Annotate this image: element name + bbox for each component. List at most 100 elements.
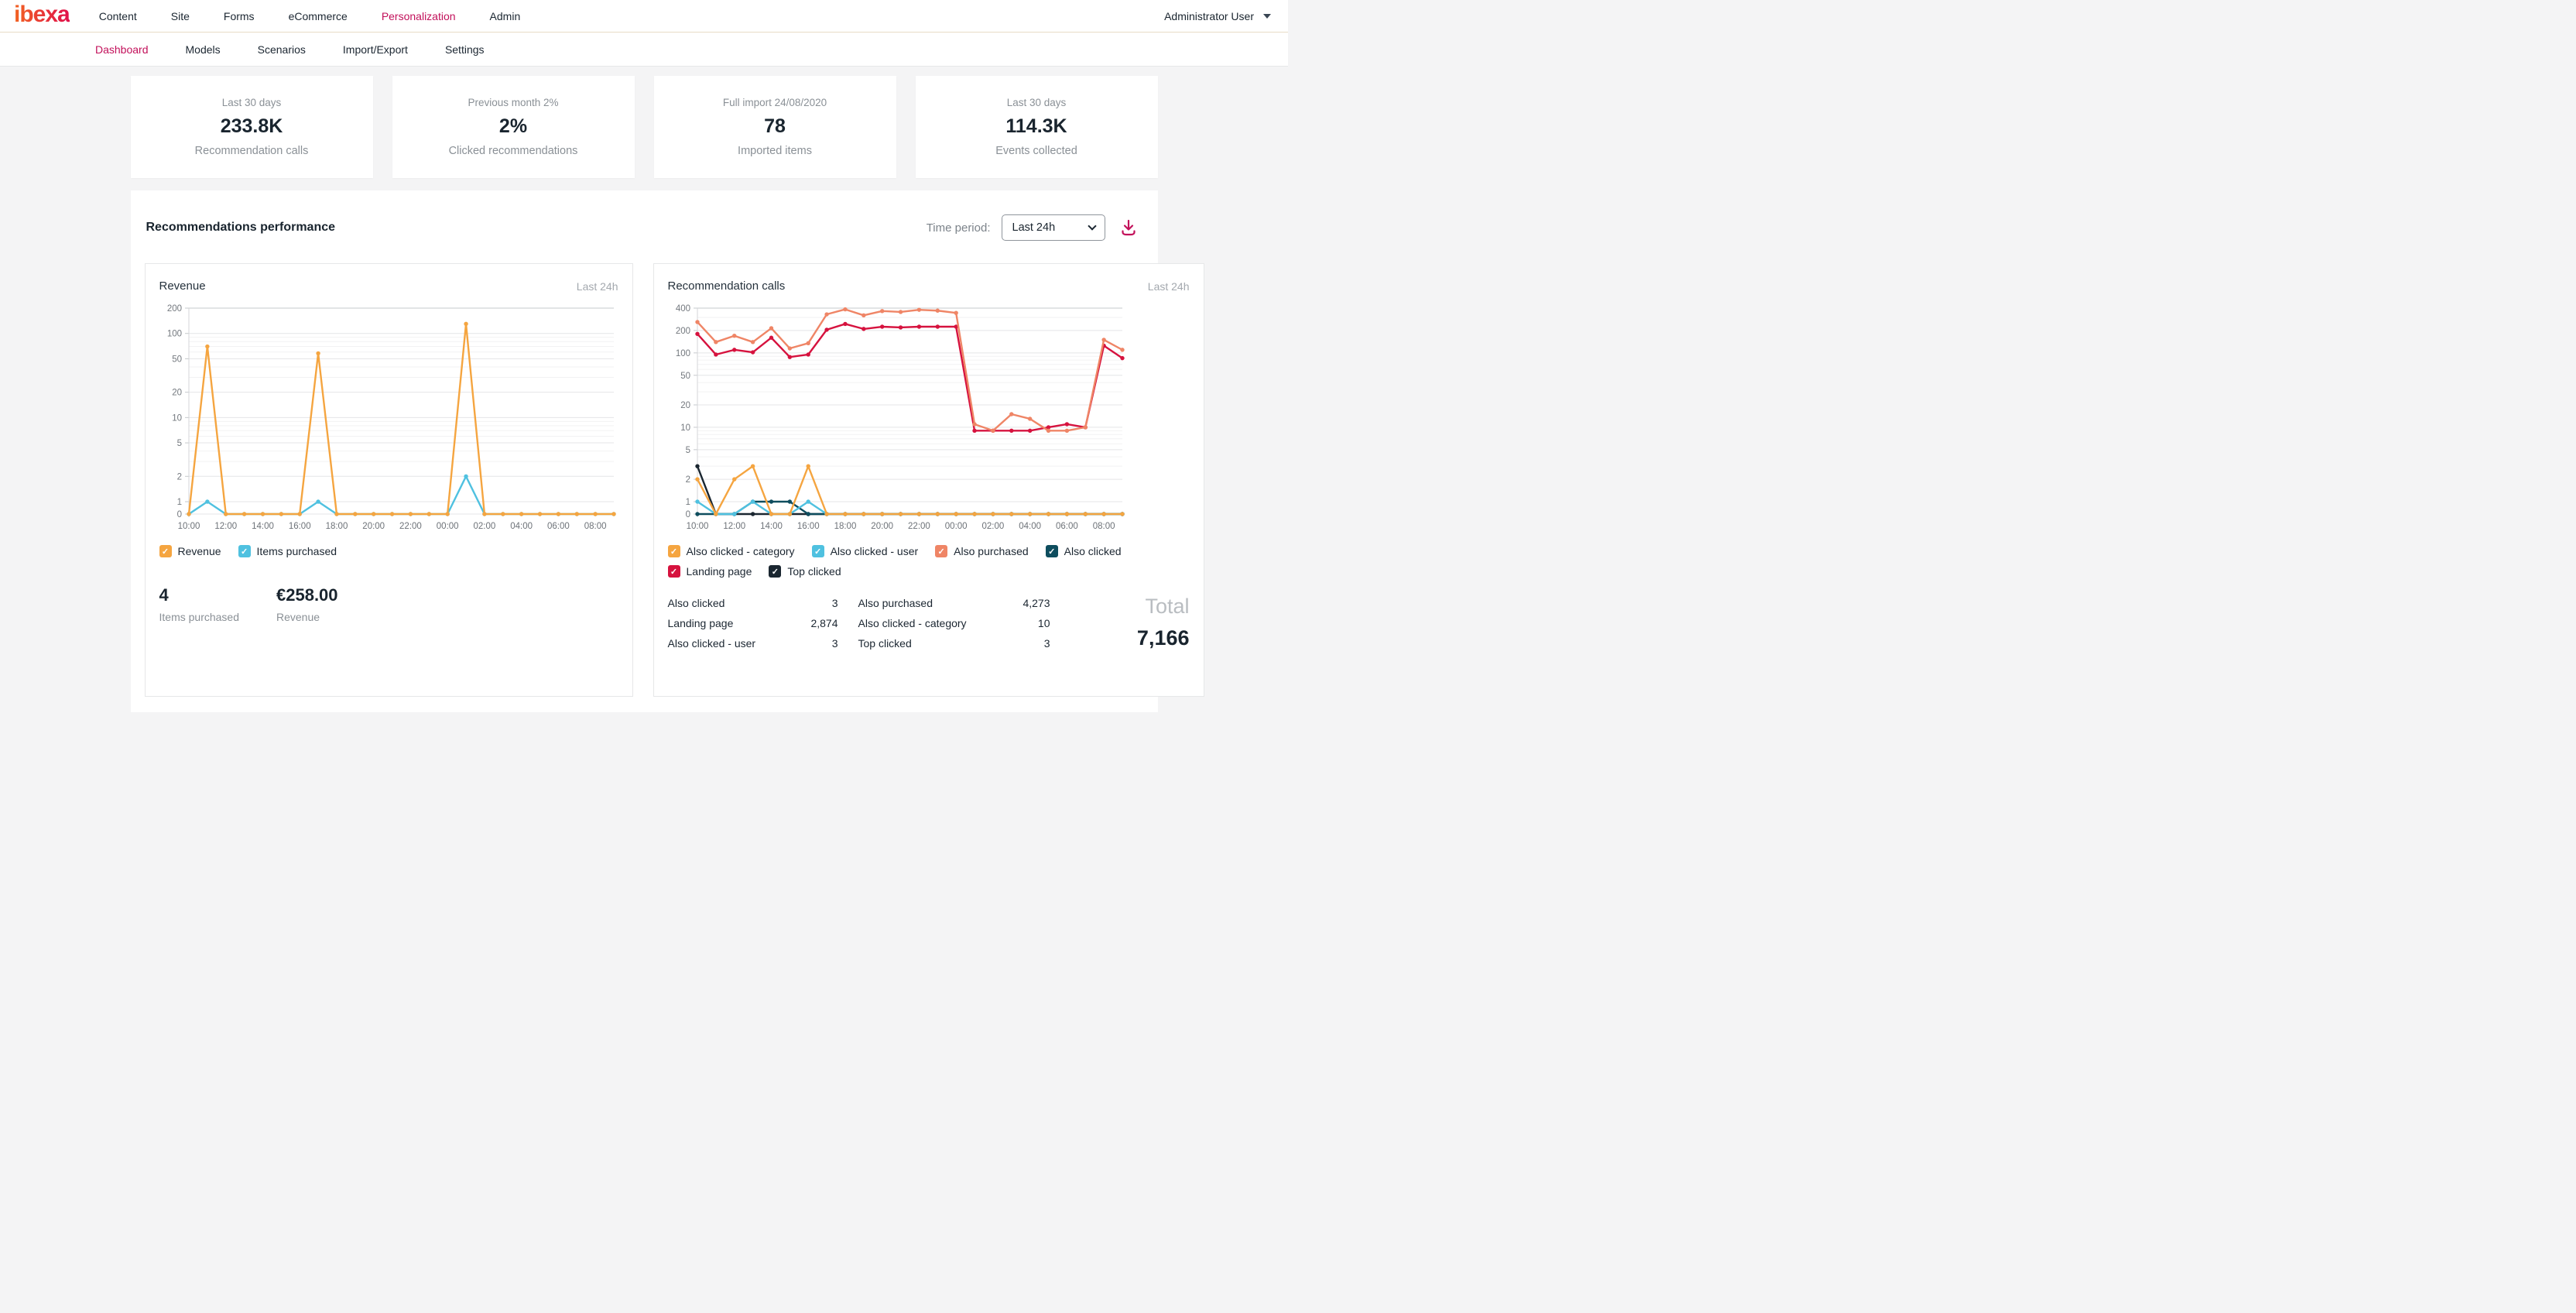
legend-checkbox-revenue[interactable]: ✓ [159, 545, 172, 557]
svg-text:14:00: 14:00 [252, 522, 274, 531]
legend-label: Also purchased [954, 545, 1029, 557]
calls-table-label: Also purchased [858, 597, 933, 609]
calls-summary-table: Also clicked 3 Also purchased 4,273 Landing … [668, 595, 1050, 653]
legend-label: Also clicked - category [686, 545, 795, 557]
calls-table-value: 3 [831, 597, 838, 609]
svg-text:08:00: 08:00 [1092, 522, 1115, 531]
legend-checkbox-also-clicked[interactable]: ✓ [1045, 545, 1058, 557]
svg-text:2: 2 [685, 475, 690, 485]
spacer [838, 595, 858, 612]
svg-text:0: 0 [685, 510, 690, 519]
panel-header: Recommendations performance Time period:… [145, 214, 1142, 242]
svg-text:400: 400 [675, 304, 690, 314]
calls-table-label: Top clicked [858, 637, 912, 650]
ibexa-logo[interactable]: ibexa [14, 1, 70, 27]
download-button[interactable] [1118, 217, 1139, 238]
svg-text:14:00: 14:00 [760, 522, 783, 531]
sub-nav-item-settings[interactable]: Settings [444, 43, 485, 56]
svg-text:18:00: 18:00 [834, 522, 856, 531]
stat-card-value: 114.3K [1005, 115, 1067, 137]
revenue-chart-title: Revenue [159, 279, 206, 293]
stat-card: Last 30 days 114.3K Events collected [915, 76, 1158, 178]
items-purchased-value: 4 [159, 585, 169, 605]
calls-total: Total 7,166 [1050, 595, 1190, 653]
sub-nav: Dashboard Models Scenarios Import/Export Set… [0, 33, 1288, 67]
calls-table-value: 3 [831, 637, 838, 650]
svg-text:16:00: 16:00 [796, 522, 819, 531]
svg-text:5: 5 [176, 439, 181, 448]
legend-label: Items purchased [256, 545, 337, 557]
calls-table-value: 3 [1043, 637, 1050, 650]
calls-card-header: Recommendation calls Last 24h [666, 264, 1191, 302]
svg-text:20: 20 [172, 389, 182, 398]
stat-card-period: Last 30 days [221, 97, 282, 108]
top-nav-item-admin[interactable]: Admin [489, 9, 521, 22]
chevron-down-icon [1263, 13, 1271, 19]
svg-text:22:00: 22:00 [399, 522, 422, 531]
time-period-select[interactable]: Last 24h [1001, 214, 1105, 241]
svg-text:00:00: 00:00 [944, 522, 967, 531]
user-menu[interactable]: Administrator User [1164, 10, 1271, 22]
spacer [838, 615, 858, 633]
svg-text:50: 50 [680, 372, 690, 381]
legend-label: Top clicked [787, 565, 841, 578]
svg-text:00:00: 00:00 [436, 522, 458, 531]
revenue-chart: 0 1 2 5 10 20 50 100 200 10:00 12:00 14:00 16:00 18:0… [166, 304, 616, 531]
stat-card-period: Last 30 days [1006, 97, 1067, 108]
revenue-summary: 4 Items purchased €258.00 Revenue [158, 585, 620, 623]
revenue-stat: €258.00 Revenue [276, 585, 338, 623]
legend-item-landing-page: ✓ Landing page [667, 565, 752, 578]
stat-card: Last 30 days 233.8K Recommendation calls [130, 76, 373, 178]
legend-checkbox-landing-page[interactable]: ✓ [667, 565, 680, 578]
svg-text:2: 2 [176, 472, 181, 482]
calls-table-value: 10 [1037, 617, 1050, 629]
calls-table-label: Also clicked - category [858, 617, 967, 629]
legend-checkbox-also-clicked-user[interactable]: ✓ [811, 545, 824, 557]
revenue-chart-period: Last 24h [576, 279, 618, 293]
sub-nav-item-scenarios[interactable]: Scenarios [257, 43, 306, 56]
legend-checkbox-also-purchased[interactable]: ✓ [935, 545, 948, 557]
svg-text:04:00: 04:00 [510, 522, 533, 531]
top-nav-item-site[interactable]: Site [170, 9, 190, 22]
spacer [838, 635, 858, 653]
legend-checkbox-top-clicked[interactable]: ✓ [769, 565, 782, 578]
svg-text:20:00: 20:00 [362, 522, 385, 531]
svg-text:06:00: 06:00 [1056, 522, 1078, 531]
legend-item-items-purchased: ✓ Items purchased [238, 545, 337, 557]
top-nav-item-forms[interactable]: Forms [223, 9, 255, 22]
svg-text:50: 50 [172, 355, 182, 364]
top-nav-item-personalization[interactable]: Personalization [381, 9, 456, 22]
svg-text:16:00: 16:00 [288, 522, 310, 531]
sub-nav-item-dashboard[interactable]: Dashboard [95, 43, 149, 56]
time-period-controls: Time period: Last 24h [927, 214, 1139, 241]
svg-text:20:00: 20:00 [871, 522, 893, 531]
legend-item-also-clicked-category: ✓ Also clicked - category [667, 545, 795, 557]
revenue-value: €258.00 [276, 585, 338, 605]
charts-row: Revenue Last 24h 0 1 2 5 10 20 50 100 200 10:00 12… [144, 263, 1204, 697]
svg-text:10:00: 10:00 [686, 522, 708, 531]
legend-checkbox-also-clicked-category[interactable]: ✓ [667, 545, 680, 557]
top-nav: ibexa Content Site Forms eCommerce Personali… [0, 0, 1288, 33]
recommendation-calls-card: Recommendation calls Last 24h 0 1 2 5 10 20 50… [653, 263, 1204, 697]
svg-text:1: 1 [685, 498, 690, 507]
revenue-card: Revenue Last 24h 0 1 2 5 10 20 50 100 200 10:00 12… [144, 263, 633, 697]
svg-text:100: 100 [675, 349, 690, 358]
legend-checkbox-items-purchased[interactable]: ✓ [238, 545, 251, 557]
stat-cards-row: Last 30 days 233.8K Recommendation calls Pr… [130, 76, 1158, 178]
svg-text:1: 1 [176, 498, 181, 507]
sub-nav-item-import-export[interactable]: Import/Export [342, 43, 408, 56]
sub-nav-item-models[interactable]: Models [185, 43, 221, 56]
recommendation-calls-chart: 0 1 2 5 10 20 50 100 200 400 10:00 12:00 14:00 16:00 1… [675, 304, 1125, 531]
calls-table-value: 4,273 [1023, 597, 1050, 609]
calls-table-label: Also clicked - user [667, 637, 756, 650]
stat-card-label: Imported items [738, 145, 812, 157]
svg-text:200: 200 [675, 327, 690, 336]
svg-text:0: 0 [176, 510, 181, 519]
legend-label: Landing page [686, 565, 752, 578]
top-nav-item-ecommerce[interactable]: eCommerce [288, 9, 348, 22]
total-value: 7,166 [1136, 626, 1190, 650]
svg-text:06:00: 06:00 [547, 522, 570, 531]
top-nav-item-content[interactable]: Content [98, 9, 137, 22]
top-nav-items: Content Site Forms eCommerce Personalization… [99, 10, 521, 22]
svg-text:100: 100 [166, 330, 181, 339]
